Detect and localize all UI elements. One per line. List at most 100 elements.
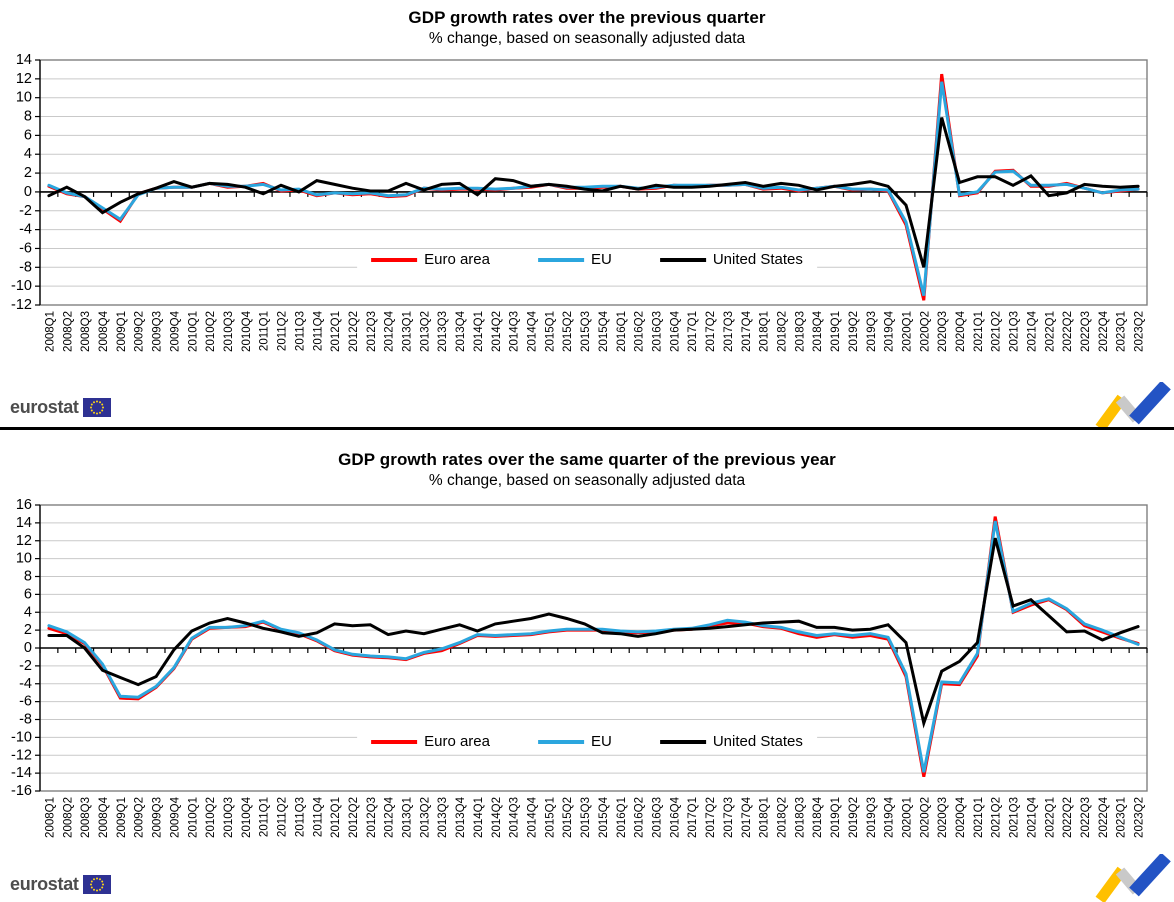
svg-text:2015Q1: 2015Q1 <box>544 311 556 352</box>
svg-text:4: 4 <box>24 604 32 620</box>
svg-text:2021Q4: 2021Q4 <box>1026 310 1038 352</box>
svg-text:2014Q4: 2014Q4 <box>527 310 539 352</box>
svg-text:2013Q4: 2013Q4 <box>455 310 467 352</box>
eu-flag-icon <box>82 875 111 894</box>
svg-text:2014Q1: 2014Q1 <box>473 311 485 352</box>
svg-text:2010Q4: 2010Q4 <box>241 310 253 352</box>
svg-text:2020Q4: 2020Q4 <box>955 310 967 352</box>
trend-arrow-logo <box>1095 854 1171 902</box>
svg-text:2023Q1: 2023Q1 <box>1116 311 1128 352</box>
svg-text:12: 12 <box>16 71 32 87</box>
svg-text:2008Q2: 2008Q2 <box>62 311 74 352</box>
legend-label: EU <box>590 251 612 268</box>
svg-text:2012Q2: 2012Q2 <box>348 311 360 352</box>
svg-text:2020Q2: 2020Q2 <box>919 797 931 838</box>
yoy-growth-chart-section: GDP growth rates over the same quarter o… <box>0 430 1174 902</box>
svg-text:2014Q2: 2014Q2 <box>491 797 503 838</box>
svg-text:2008Q4: 2008Q4 <box>98 796 110 838</box>
legend: Euro area EU United States <box>357 731 817 752</box>
svg-text:-16: -16 <box>11 783 32 799</box>
svg-text:2015Q4: 2015Q4 <box>598 310 610 352</box>
svg-text:2013Q3: 2013Q3 <box>437 311 449 352</box>
svg-text:2023Q1: 2023Q1 <box>1116 797 1128 838</box>
svg-text:2016Q1: 2016Q1 <box>616 797 628 838</box>
eu-line-swatch <box>537 739 584 744</box>
svg-text:2015Q4: 2015Q4 <box>598 796 610 838</box>
svg-text:2009Q3: 2009Q3 <box>152 311 164 352</box>
svg-text:-6: -6 <box>19 240 32 256</box>
svg-text:-10: -10 <box>11 729 32 745</box>
svg-text:-10: -10 <box>11 278 32 294</box>
svg-text:2015Q1: 2015Q1 <box>544 797 556 838</box>
svg-text:2014Q3: 2014Q3 <box>509 797 521 838</box>
svg-text:2020Q4: 2020Q4 <box>955 796 967 838</box>
svg-text:2010Q1: 2010Q1 <box>187 311 199 352</box>
svg-text:14: 14 <box>16 515 32 531</box>
svg-text:2009Q2: 2009Q2 <box>134 311 146 352</box>
svg-text:2016Q3: 2016Q3 <box>652 311 664 352</box>
svg-text:2016Q4: 2016Q4 <box>669 796 681 838</box>
svg-text:2019Q4: 2019Q4 <box>884 796 896 838</box>
svg-text:2009Q1: 2009Q1 <box>116 311 128 352</box>
svg-text:2021Q2: 2021Q2 <box>991 311 1003 352</box>
legend-label: Euro area <box>424 733 490 750</box>
svg-text:-2: -2 <box>19 658 32 674</box>
legend-item-united-states: United States <box>659 251 803 268</box>
svg-text:2014Q3: 2014Q3 <box>509 311 521 352</box>
svg-text:2012Q2: 2012Q2 <box>348 797 360 838</box>
legend-label: United States <box>712 733 803 750</box>
svg-text:-8: -8 <box>19 259 32 275</box>
euro-area-line-swatch <box>371 257 418 262</box>
svg-text:2008Q1: 2008Q1 <box>44 311 56 352</box>
united-states-line-swatch <box>659 257 706 262</box>
svg-text:2019Q3: 2019Q3 <box>866 797 878 838</box>
legend: Euro area EU United States <box>357 249 817 270</box>
svg-text:2017Q3: 2017Q3 <box>723 311 735 352</box>
svg-text:4: 4 <box>24 146 32 162</box>
svg-text:-6: -6 <box>19 694 32 710</box>
svg-text:2009Q4: 2009Q4 <box>169 796 181 838</box>
svg-text:2010Q3: 2010Q3 <box>223 311 235 352</box>
legend-item-euro-area: Euro area <box>371 733 490 750</box>
chart-subtitle: % change, based on seasonally adjusted d… <box>428 30 746 47</box>
svg-text:12: 12 <box>16 533 32 549</box>
svg-text:2012Q4: 2012Q4 <box>384 310 396 352</box>
euro-area-line-swatch <box>371 739 418 744</box>
eurostat-wordmark: eurostat <box>10 874 79 894</box>
svg-text:2021Q2: 2021Q2 <box>991 797 1003 838</box>
svg-text:2013Q1: 2013Q1 <box>402 797 414 838</box>
svg-text:2009Q3: 2009Q3 <box>152 797 164 838</box>
svg-text:2016Q1: 2016Q1 <box>616 311 628 352</box>
legend-item-eu: EU <box>537 251 612 268</box>
svg-text:2014Q2: 2014Q2 <box>491 311 503 352</box>
svg-text:2015Q2: 2015Q2 <box>562 311 574 352</box>
svg-text:2018Q1: 2018Q1 <box>759 311 771 352</box>
svg-text:2013Q4: 2013Q4 <box>455 796 467 838</box>
svg-text:2020Q3: 2020Q3 <box>937 311 949 352</box>
chart-title: GDP growth rates over the same quarter o… <box>338 450 836 469</box>
svg-text:6: 6 <box>24 586 32 602</box>
svg-text:2010Q3: 2010Q3 <box>223 797 235 838</box>
legend-label: EU <box>590 733 612 750</box>
svg-text:6: 6 <box>24 127 32 143</box>
svg-text:2022Q4: 2022Q4 <box>1098 796 1110 838</box>
svg-text:2018Q3: 2018Q3 <box>794 797 806 838</box>
svg-text:2008Q3: 2008Q3 <box>80 797 92 838</box>
svg-text:2019Q1: 2019Q1 <box>830 797 842 838</box>
svg-text:2022Q1: 2022Q1 <box>1044 311 1056 352</box>
svg-text:2011Q3: 2011Q3 <box>294 797 306 837</box>
svg-text:2018Q4: 2018Q4 <box>812 310 824 352</box>
svg-text:2022Q3: 2022Q3 <box>1080 311 1092 352</box>
svg-text:-4: -4 <box>19 222 32 238</box>
svg-text:2014Q4: 2014Q4 <box>527 796 539 838</box>
svg-text:2016Q2: 2016Q2 <box>634 311 646 352</box>
svg-text:-4: -4 <box>19 676 32 692</box>
legend-label: United States <box>712 251 803 268</box>
svg-text:2012Q1: 2012Q1 <box>330 797 342 838</box>
svg-text:2017Q3: 2017Q3 <box>723 797 735 838</box>
svg-text:2017Q1: 2017Q1 <box>687 797 699 838</box>
svg-text:2020Q1: 2020Q1 <box>902 311 914 352</box>
svg-text:2020Q1: 2020Q1 <box>902 797 914 838</box>
svg-text:2009Q4: 2009Q4 <box>169 310 181 352</box>
svg-text:2021Q1: 2021Q1 <box>973 797 985 838</box>
